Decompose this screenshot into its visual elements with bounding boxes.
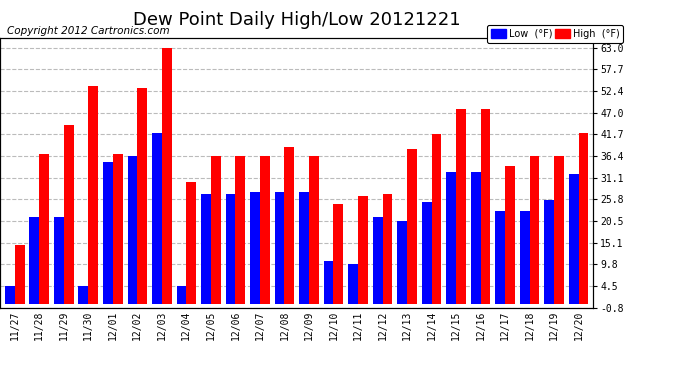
Bar xyxy=(481,109,491,304)
Bar xyxy=(299,192,309,304)
Bar xyxy=(201,194,211,304)
Bar xyxy=(162,48,172,304)
Bar xyxy=(54,217,63,304)
Bar xyxy=(177,286,186,304)
Bar xyxy=(284,147,294,304)
Bar xyxy=(309,156,319,304)
Bar xyxy=(112,154,123,304)
Bar xyxy=(505,166,515,304)
Text: Copyright 2012 Cartronics.com: Copyright 2012 Cartronics.com xyxy=(7,26,170,36)
Legend: Low  (°F), High  (°F): Low (°F), High (°F) xyxy=(487,25,624,43)
Bar xyxy=(382,194,393,304)
Text: Dew Point Daily High/Low 20121221: Dew Point Daily High/Low 20121221 xyxy=(133,11,460,29)
Bar xyxy=(544,200,554,304)
Bar xyxy=(103,162,112,304)
Bar xyxy=(79,286,88,304)
Bar xyxy=(446,172,456,304)
Bar xyxy=(137,88,147,304)
Bar xyxy=(275,192,284,304)
Bar xyxy=(186,182,196,304)
Bar xyxy=(422,202,431,304)
Bar xyxy=(260,156,270,304)
Bar xyxy=(397,221,407,304)
Bar xyxy=(456,109,466,304)
Bar xyxy=(348,264,358,304)
Bar xyxy=(554,156,564,304)
Bar xyxy=(373,217,382,304)
Bar xyxy=(520,211,530,304)
Bar xyxy=(495,211,505,304)
Bar xyxy=(5,286,14,304)
Bar xyxy=(358,196,368,304)
Bar xyxy=(14,245,25,304)
Bar xyxy=(579,133,589,304)
Bar xyxy=(333,204,344,304)
Bar xyxy=(211,156,221,304)
Bar xyxy=(152,133,162,304)
Bar xyxy=(407,150,417,304)
Bar xyxy=(235,156,245,304)
Bar xyxy=(431,134,442,304)
Bar xyxy=(39,154,49,304)
Bar xyxy=(324,261,333,304)
Bar xyxy=(128,156,137,304)
Bar xyxy=(530,156,540,304)
Bar xyxy=(63,125,74,304)
Bar xyxy=(30,217,39,304)
Bar xyxy=(226,194,235,304)
Bar xyxy=(471,172,481,304)
Bar xyxy=(88,86,98,304)
Bar xyxy=(250,192,260,304)
Bar xyxy=(569,174,579,304)
